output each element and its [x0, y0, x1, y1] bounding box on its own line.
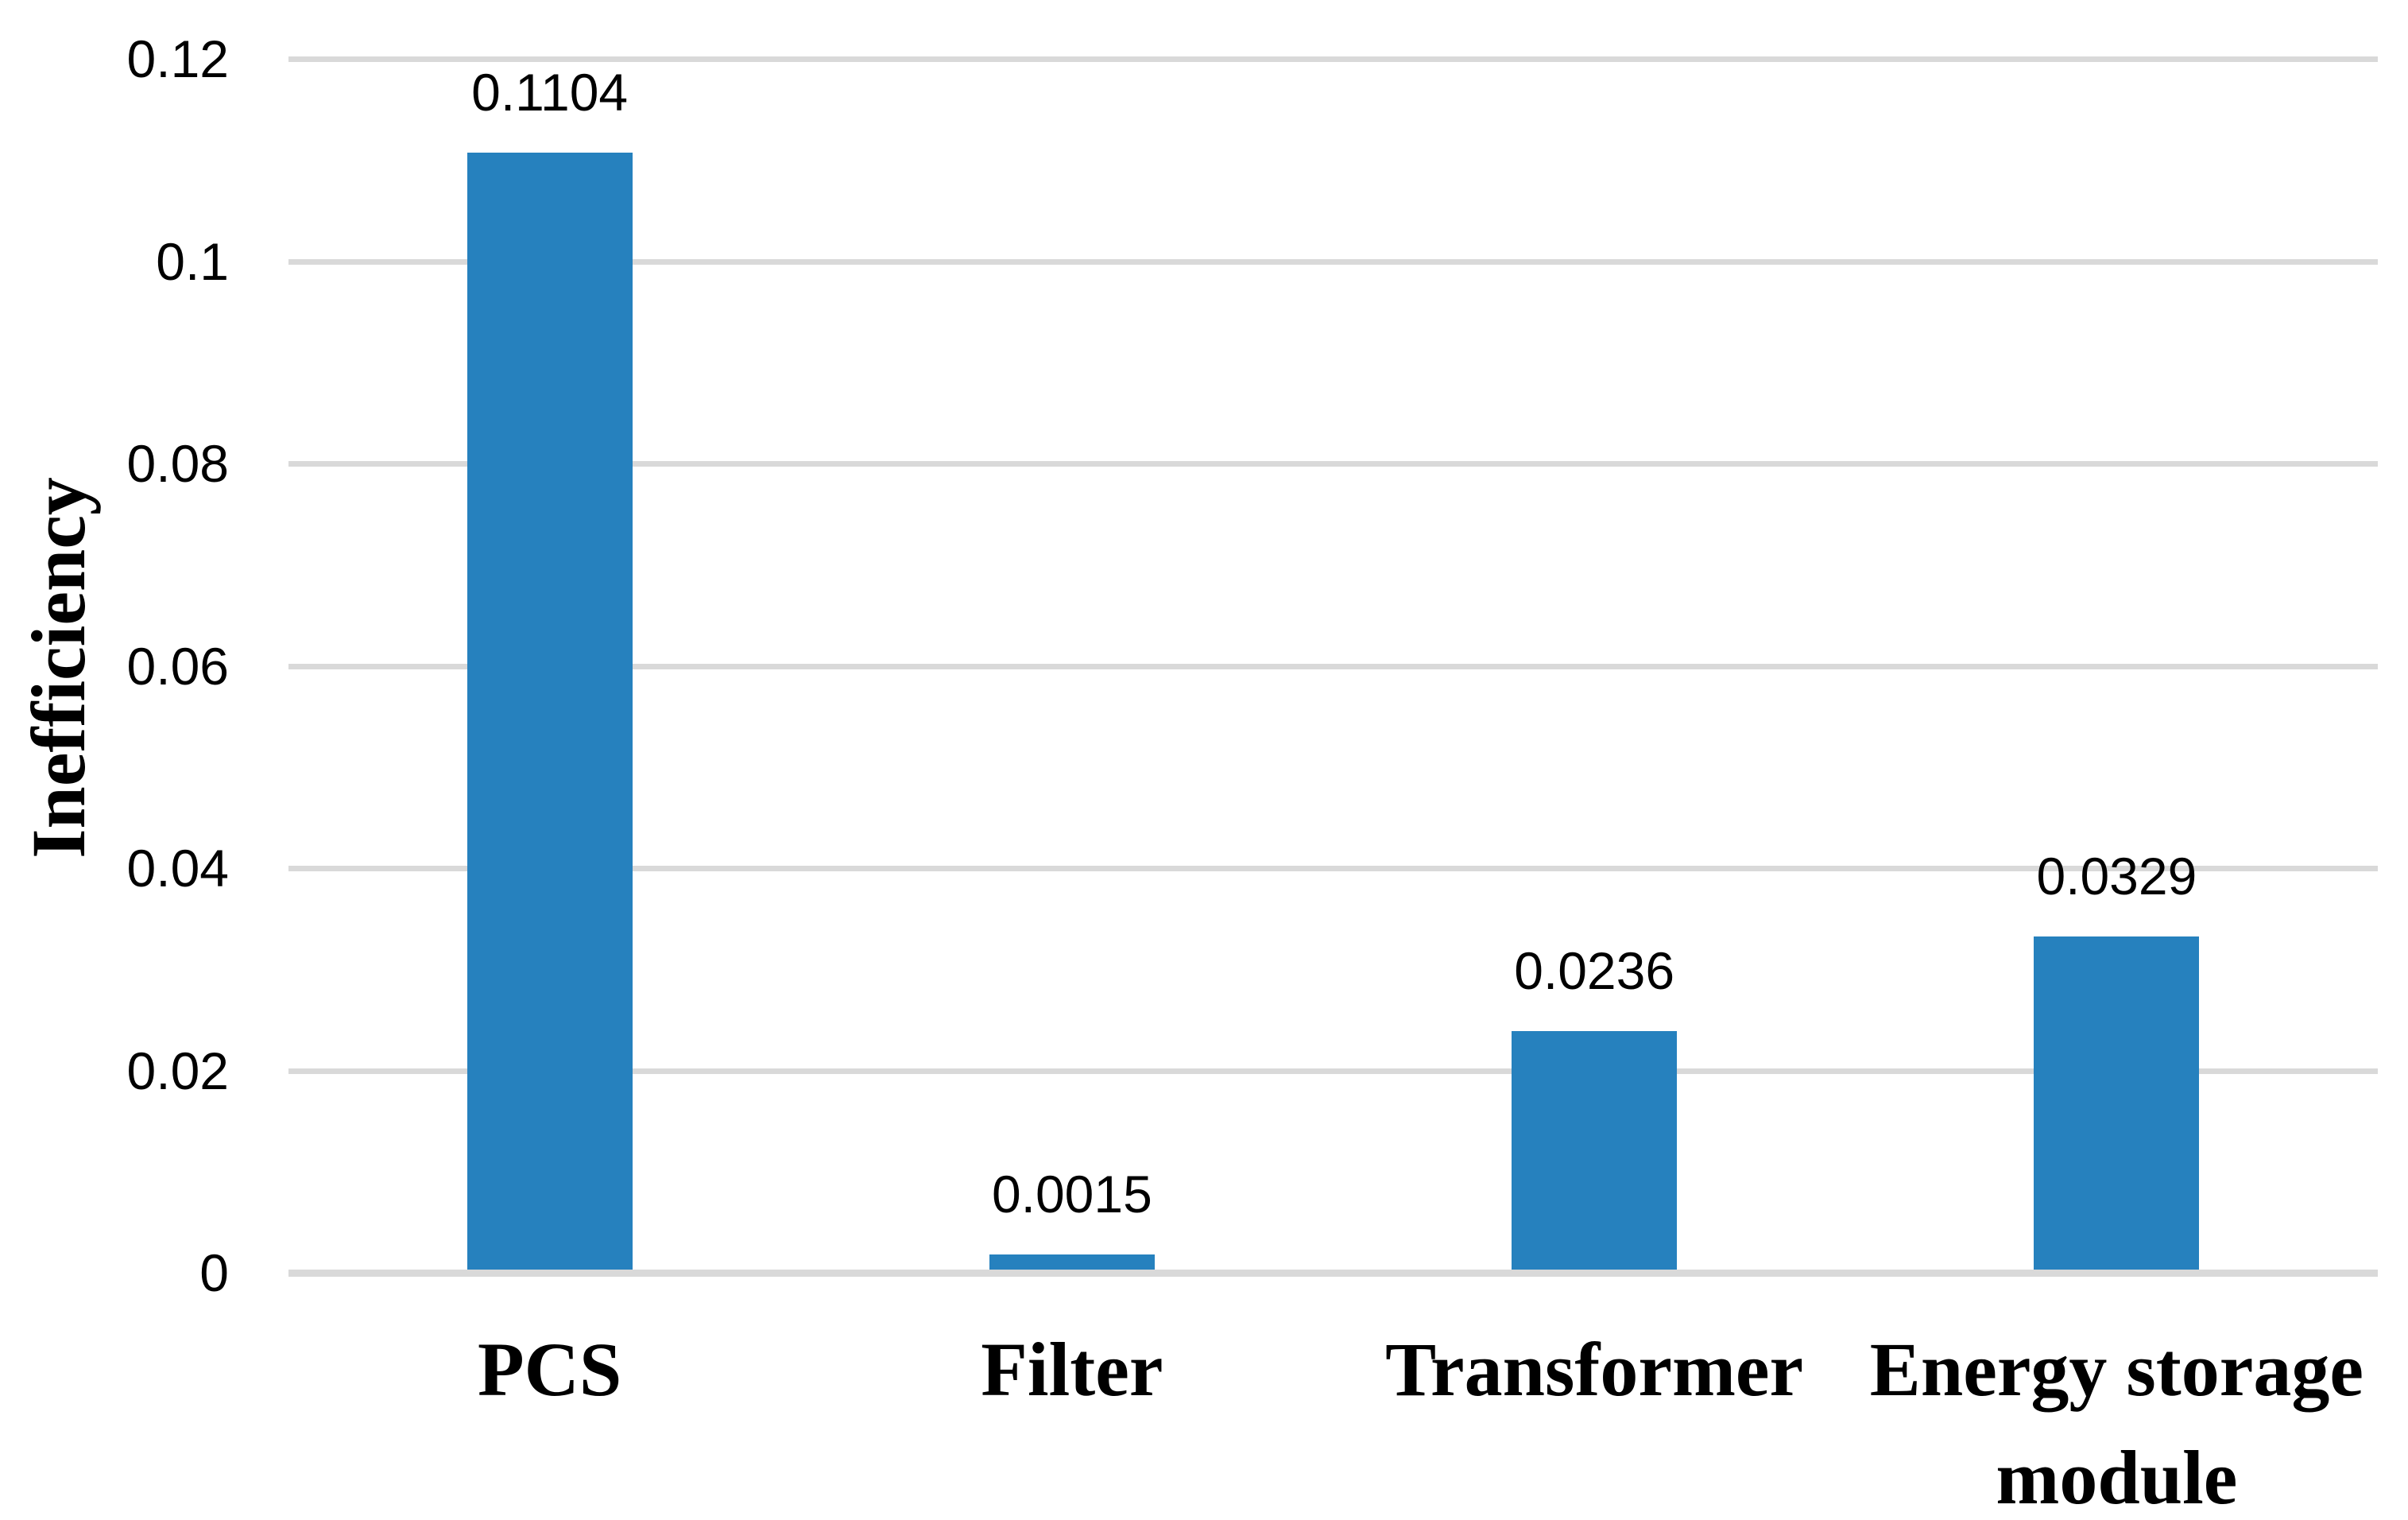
y-tick-label-0.02: 0.02 [126, 1041, 229, 1100]
bar-filter [989, 1254, 1155, 1270]
data-label-pcs: 0.1104 [471, 63, 629, 122]
y-tick-label-0: 0 [199, 1243, 229, 1302]
bar-pcs [467, 153, 633, 1270]
data-label-energy-storage-module: 0.0329 [2036, 847, 2197, 905]
bar-energy-storage-module [2034, 936, 2200, 1270]
y-tick-label-0.12: 0.12 [126, 29, 229, 88]
data-label-transformer: 0.0236 [1514, 941, 1675, 1000]
y-tick-label-0.08: 0.08 [126, 434, 229, 493]
category-label-pcs: PCS [477, 1327, 622, 1412]
bar-transformer [1512, 1031, 1678, 1270]
gridline-0.08 [288, 461, 2378, 467]
y-tick-label-0.04: 0.04 [126, 839, 229, 898]
category-label-energy-storage-module: Energy storage module [1869, 1327, 2363, 1520]
gridline-0.1 [288, 258, 2378, 265]
category-label-transformer: Transformer [1385, 1327, 1804, 1412]
gridline-0.06 [288, 663, 2378, 669]
category-label-filter: Filter [981, 1327, 1163, 1412]
data-label-filter: 0.0015 [991, 1165, 1152, 1223]
gridline-0.02 [288, 1068, 2378, 1074]
y-tick-label-0.06: 0.06 [126, 636, 229, 696]
gridline-0.04 [288, 866, 2378, 871]
gridline-0.12 [288, 56, 2378, 62]
y-tick-label-0.1: 0.1 [156, 231, 229, 291]
gridline-0 [288, 1270, 2378, 1277]
